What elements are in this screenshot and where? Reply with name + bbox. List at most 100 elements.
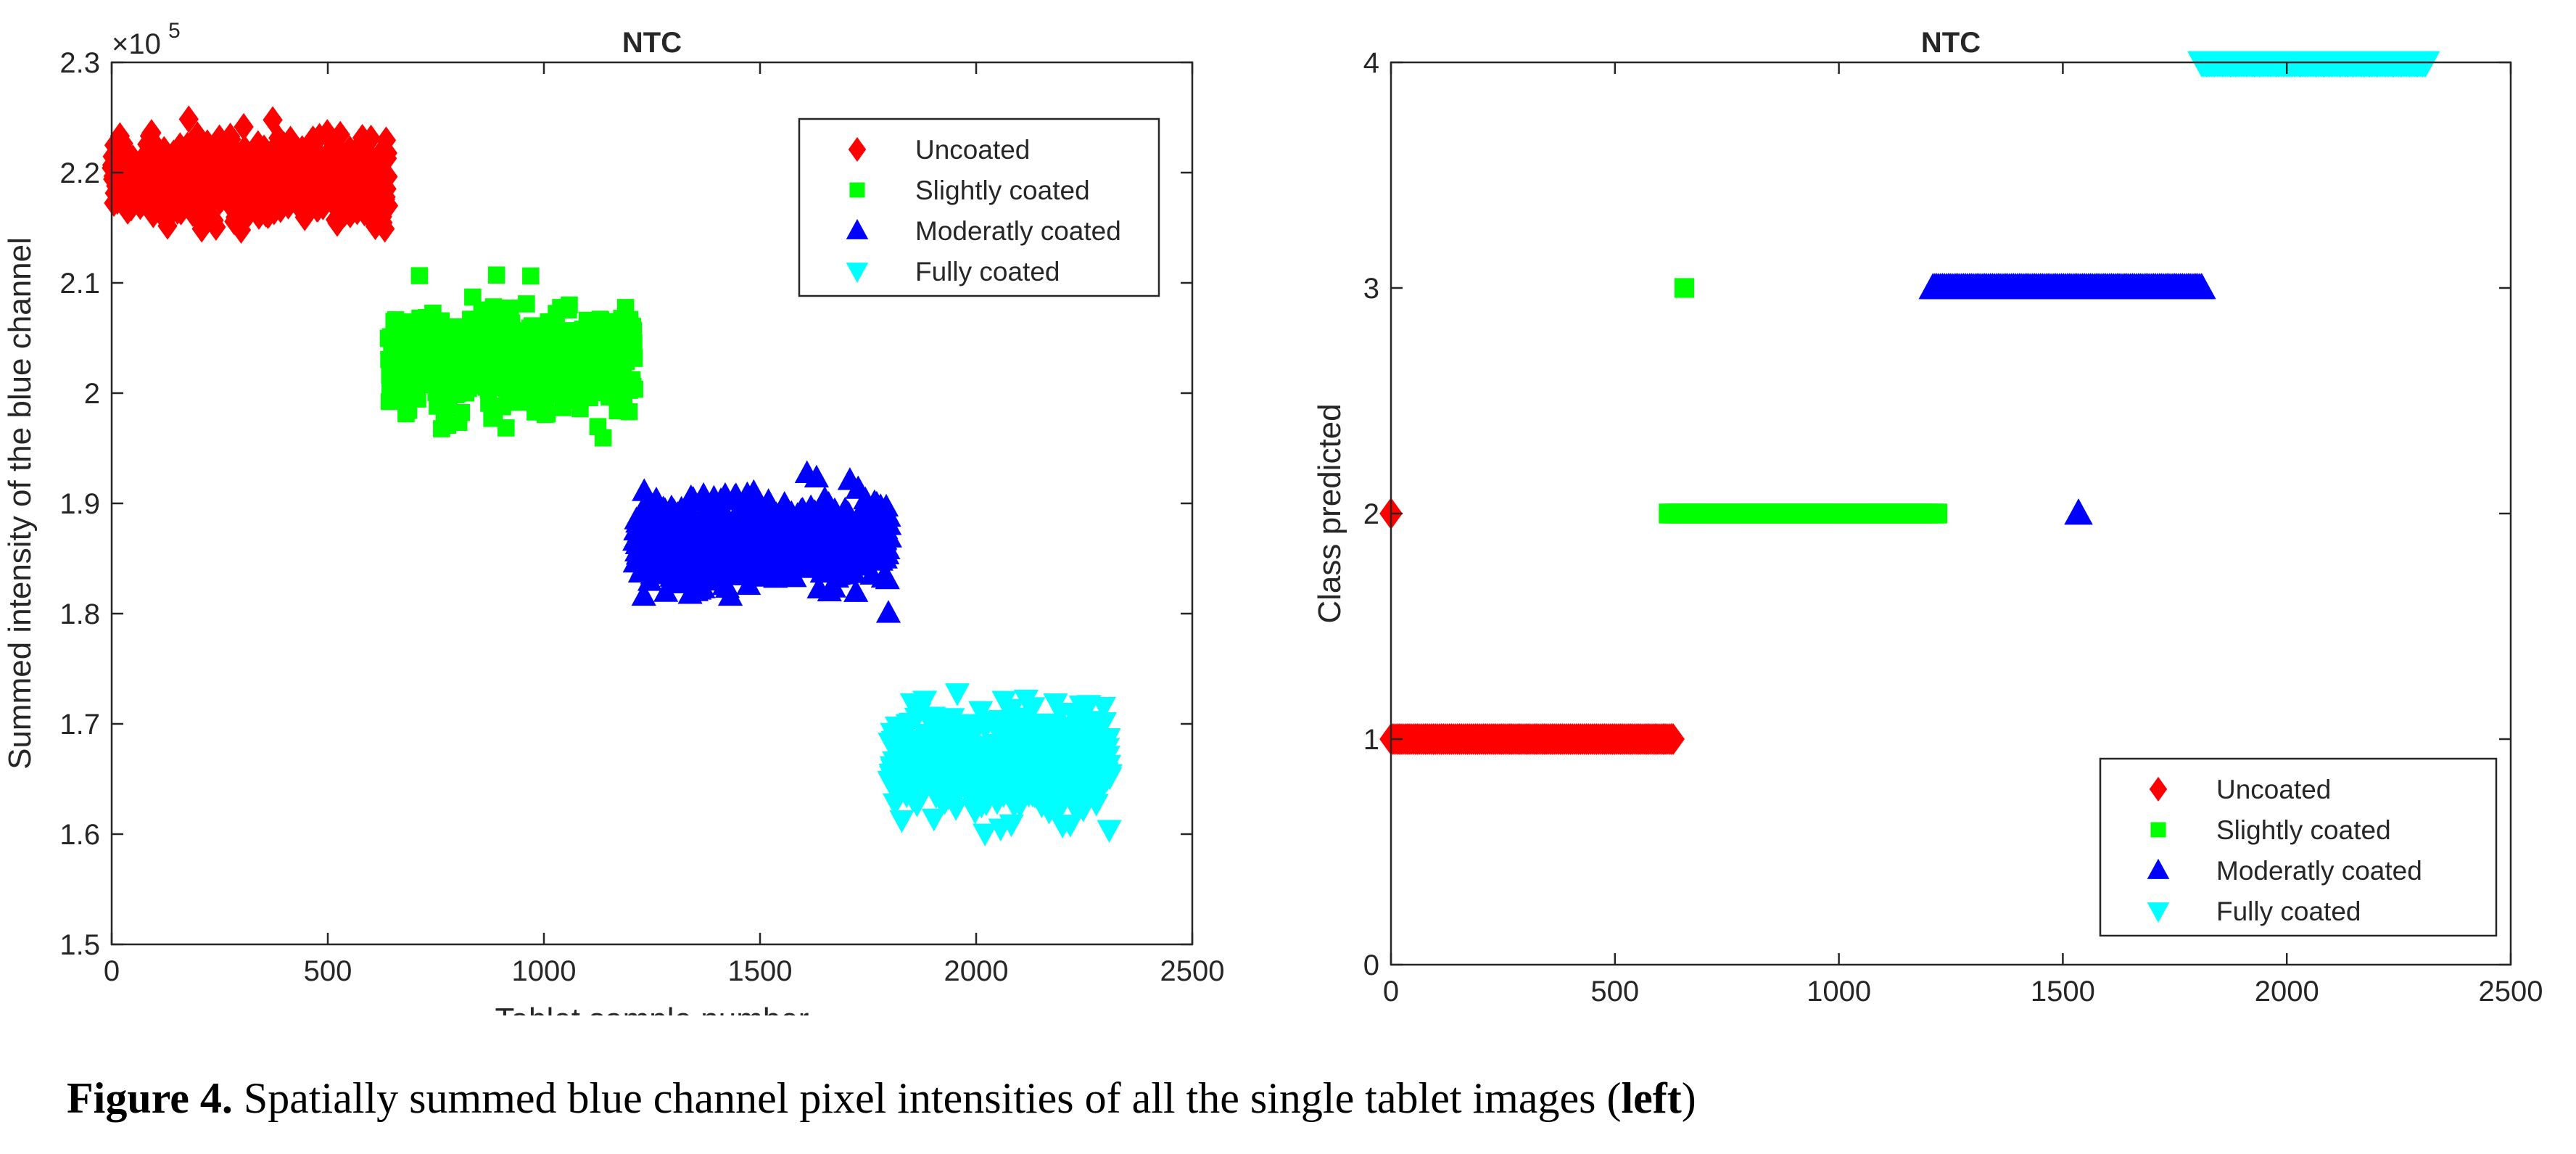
data-point [620,403,638,421]
data-point [1070,799,1096,823]
x-tick-label: 1500 [728,955,793,987]
data-point [999,814,1024,838]
x-tick-label: 0 [104,955,120,987]
chart-2: 0500100015002000250001234NTCTablet sampl… [1312,27,2543,1007]
legend-marker [2147,902,2170,923]
data-point [1020,697,1046,720]
x-tick-label: 0 [1383,976,1399,1007]
legend-label: Slightly coated [915,176,1090,205]
data-point [360,124,381,152]
caption-bold-tail: left [1621,1074,1682,1122]
legend-label: Fully coated [2216,897,2361,926]
legend-label: Slightly coated [2216,815,2391,845]
x-axis: 0 500 1000 1500 2000 2500 [104,62,1225,987]
data-point [518,295,535,313]
y-tick-label: 1.8 [59,598,100,630]
data-point [632,493,659,516]
y-tick-label: 4 [1363,47,1379,79]
legend-marker [846,263,869,284]
data-point [1097,764,1123,787]
figure: 0 500 1000 1500 2000 25001.51.61.71.81.922.12… [2,19,2543,1015]
legend-marker [2147,858,2170,879]
data-point [626,380,643,398]
data-point [409,390,426,408]
data-point [1096,728,1121,751]
y-tick-label: 1.7 [59,709,100,741]
y-axis-label: Summed intensity of the blue channel [2,237,38,770]
y-axis: 0 1 2 3 4 [1363,47,2511,981]
data-point [875,600,901,623]
x-tick-label: 1500 [2031,976,2095,1007]
y-tick-label: 2.1 [59,268,100,300]
data-point [921,808,946,832]
plot-data [102,105,1123,846]
data-point [410,267,429,284]
data-point [453,403,471,421]
x-tick-label: 2500 [2479,976,2543,1007]
data-point [968,701,994,725]
y-tick-label: 2 [1363,498,1379,530]
data-point [174,193,194,221]
data-point [538,405,556,423]
data-point [209,124,230,152]
data-point [157,212,178,240]
data-point [1927,503,1948,524]
data-point [1097,820,1122,843]
data-point [632,478,657,501]
data-point [378,191,399,220]
plot-data [1379,51,2440,755]
y-axis: 1.5 1.6 1.7 1.8 1.9 2 2.1 2.2 2.3 [59,47,1192,961]
legend-marker [2149,777,2168,801]
y-tick-label: 2 [84,378,100,410]
legend-label: Moderatly coated [2216,856,2422,886]
data-point [374,215,395,243]
y-axis-label: Class predicted [1312,403,1347,623]
data-point [843,579,869,602]
x-tick-label: 500 [1590,976,1639,1007]
caption-prefix: Figure 4. [67,1074,233,1122]
data-point [494,398,511,416]
data-point [271,195,291,223]
caption-end: ) [1681,1074,1696,1122]
y-exponent-label: ×10 [112,28,161,60]
y-tick-label: 1 [1363,724,1379,756]
x-tick-label: 2000 [944,955,1009,987]
legend-marker [848,137,867,162]
data-point [999,698,1025,722]
data-point [561,296,578,314]
legend-label: Uncoated [2216,775,2331,804]
y-exponent-power: 5 [168,19,181,43]
data-point [502,300,519,317]
x-tick-label: 2000 [2255,976,2319,1007]
data-point [960,726,986,749]
data-point [717,582,743,606]
y-tick-label: 3 [1363,273,1379,305]
series-fully-coated [2187,51,2440,78]
data-point [875,536,901,560]
legend: Uncoated Slightly coated Moderatly coated F… [798,118,1160,297]
data-point [1661,723,1685,755]
data-point [306,137,326,165]
x-tick-label: 2500 [1160,955,1225,987]
legend-marker [846,218,869,239]
series-uncoated [102,105,399,244]
data-point [254,134,274,162]
legend-label: Moderatly coated [915,216,1121,246]
data-point [625,350,643,367]
legend-label: Uncoated [915,135,1030,165]
legend: Uncoated Slightly coated Moderatly coated F… [2099,757,2498,937]
data-point [1674,278,1695,298]
series-uncoated [1379,498,1685,755]
data-point [1057,815,1083,838]
series-fully-coated [877,683,1123,846]
data-point [944,683,970,706]
data-point [2411,51,2440,78]
data-point [912,691,938,714]
data-point [804,464,830,488]
y-tick-label: 0 [1363,949,1379,981]
y-tick-label: 1.9 [59,488,100,520]
x-tick-label: 1000 [1807,976,1871,1007]
series-moderatly-coated [1918,273,2216,525]
data-point [1083,794,1109,817]
data-point [875,566,900,590]
